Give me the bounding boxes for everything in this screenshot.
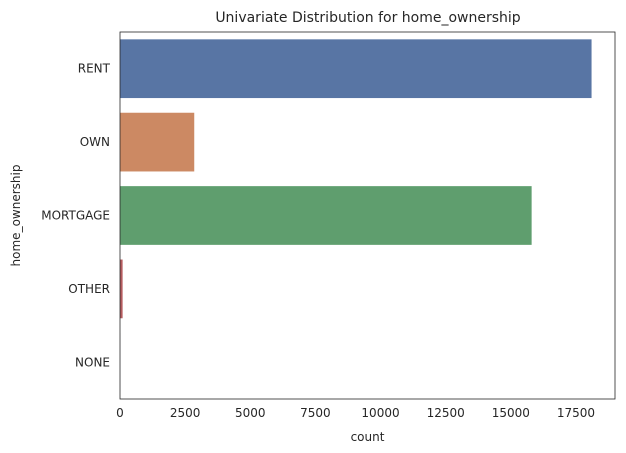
bar-mortgage — [120, 186, 532, 245]
y-tick-label-own: OWN — [80, 135, 110, 149]
x-tick-label: 17500 — [557, 406, 595, 420]
y-tick-label-mortgage: MORTGAGE — [41, 209, 110, 223]
y-tick-label-rent: RENT — [78, 62, 111, 76]
x-tick-label: 7500 — [300, 406, 331, 420]
x-tick-label: 10000 — [361, 406, 399, 420]
bar-own — [120, 112, 195, 172]
bar-rent — [120, 39, 592, 99]
x-tick-label: 5000 — [235, 406, 266, 420]
x-tick-label: 15000 — [492, 406, 530, 420]
plot-frame — [119, 31, 616, 400]
x-tick-label: 2500 — [170, 406, 201, 420]
chart-title: Univariate Distribution for home_ownersh… — [215, 10, 520, 26]
y-tick-label-none: NONE — [75, 355, 110, 369]
y-axis-label: home_ownership — [9, 165, 23, 267]
y-tick-label-other: OTHER — [68, 282, 110, 296]
x-tick-label: 12500 — [427, 406, 465, 420]
bar-other — [120, 259, 123, 319]
x-axis-label: count — [351, 430, 385, 444]
x-tick-label: 0 — [116, 406, 124, 420]
